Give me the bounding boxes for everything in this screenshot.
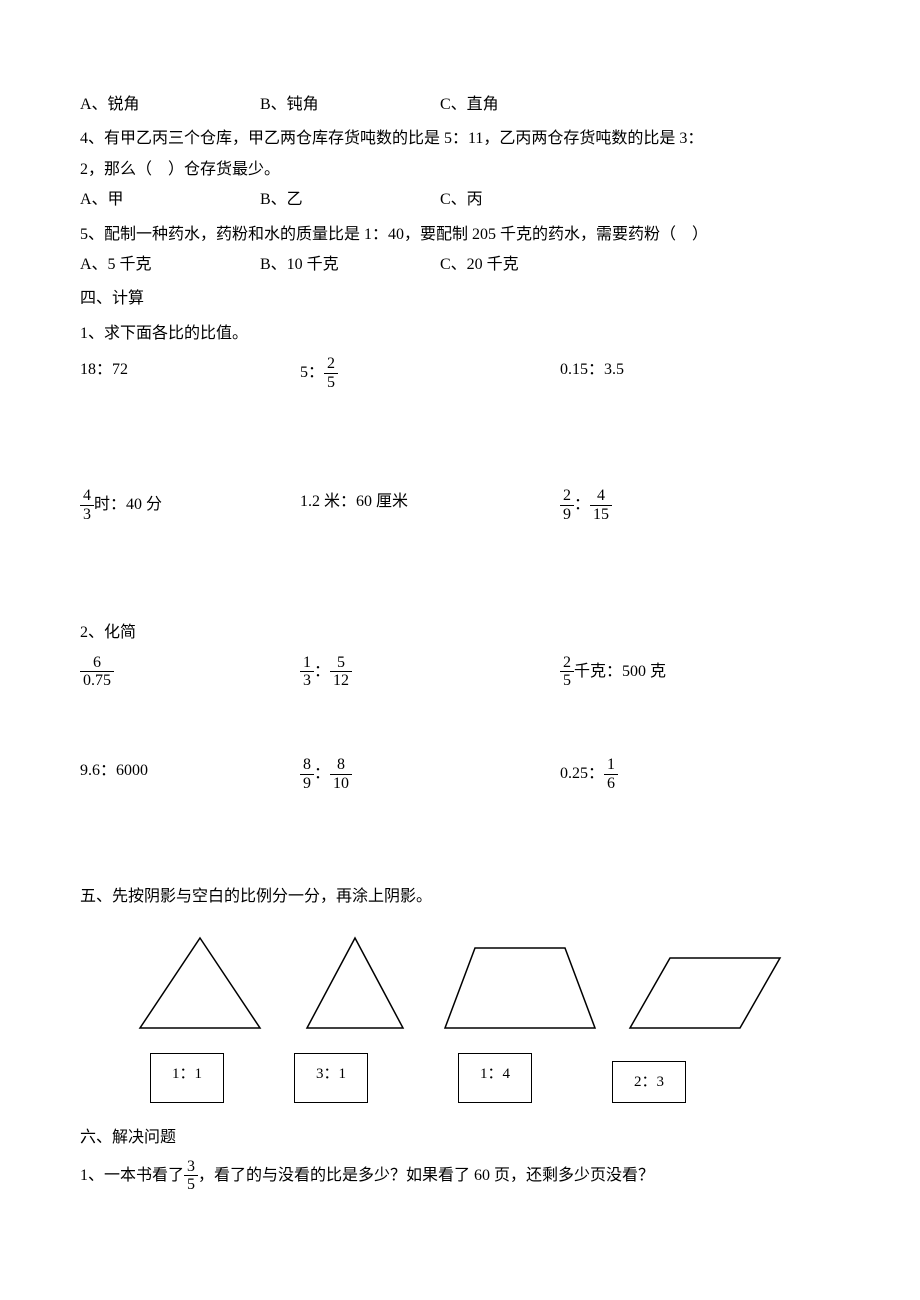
section-4-title: 四、计算 [80,284,840,314]
frac-den: 9 [560,506,574,524]
frac-den: 10 [330,775,352,793]
ratio-box-2: 3：1 [294,1053,368,1104]
frac-6-075: 60.75 [80,654,114,690]
frac-num: 6 [80,654,114,673]
frac-den: 6 [604,775,618,793]
expr-1-3-to-5-12: 13：512 [300,654,560,690]
q4-stem-line1: 4、有甲乙丙三个仓库，甲乙两仓库存货吨数的比是 5：11，乙丙两仓存货吨数的比是… [80,124,840,154]
colon: ： [314,765,330,782]
shape-triangle-2 [295,933,415,1033]
q5-opt-b: B、10 千克 [260,250,430,280]
section-4-q1-title: 1、求下面各比的比值。 [80,319,840,349]
frac-2-9: 29 [560,487,574,523]
question-4: 4、有甲乙丙三个仓库，甲乙两仓库存货吨数的比是 5：11，乙丙两仓存货吨数的比是… [80,124,840,215]
triangle-icon [130,933,270,1033]
sec4-q2-row1: 60.75 13：512 25千克：500 克 [80,654,840,690]
sec4-q1-row1: 18：72 5：25 0.15：3.5 [80,355,840,391]
shape-triangle-1 [130,933,270,1033]
expr-pre: 5： [300,364,324,381]
ratio-boxes: 1：1 3：1 1：4 2：3 [150,1053,840,1104]
frac-num: 4 [80,487,94,506]
q3-opt-c: C、直角 [440,90,610,120]
section-5-title: 五、先按阴影与空白的比例分一分，再涂上阴影。 [80,882,840,912]
shape-parallelogram [625,953,785,1033]
section-6-title: 六、解决问题 [80,1123,840,1153]
frac-den: 3 [300,672,314,690]
q3-opt-a: A、锐角 [80,90,250,120]
frac-2-5: 25 [560,654,574,690]
frac-num: 1 [300,654,314,673]
frac-num: 4 [590,487,612,506]
q1-pre: 1、一本书看了 [80,1166,184,1183]
frac-4-3: 43 [80,487,94,523]
q1-post: ，看了的与没看的比是多少？如果看了 60 页，还剩多少页没看？ [198,1166,654,1183]
q5-opt-c: C、20 千克 [440,250,610,280]
frac-den: 3 [80,506,94,524]
frac-num: 2 [560,487,574,506]
shape-trapezoid [440,943,600,1033]
frac-num: 5 [330,654,352,673]
frac-2-5: 25 [324,355,338,391]
frac-den: 5 [560,672,574,690]
q5-stem: 5、配制一种药水，药粉和水的质量比是 1：40，要配制 205 千克的药水，需要… [80,220,840,250]
frac-num: 8 [300,756,314,775]
expr-025-to-1-6: 0.25：16 [560,756,780,792]
expr-96-6000: 9.6：6000 [80,756,300,792]
frac-num: 2 [324,355,338,374]
expr-8-9-to-8-10: 89：810 [300,756,560,792]
section-6-q1: 1、一本书看了35，看了的与没看的比是多少？如果看了 60 页，还剩多少页没看？ [80,1158,840,1194]
frac-den: 5 [184,1176,198,1194]
frac-num: 3 [184,1158,198,1177]
section-4-q2-title: 2、化简 [80,618,840,648]
expr-5-to-2-5: 5：25 [300,355,560,391]
frac-den: 5 [324,374,338,392]
frac-5-12: 512 [330,654,352,690]
shapes-row [130,933,840,1033]
ratio-box-4: 2：3 [612,1061,686,1104]
frac-4-15: 415 [590,487,612,523]
question-3-options: A、锐角 B、钝角 C、直角 [80,90,840,120]
sec4-q1-row2: 43时：40 分 1.2 米：60 厘米 29：415 [80,487,840,523]
expr-12m-60cm: 1.2 米：60 厘米 [300,487,560,523]
expr-18-72: 18：72 [80,355,300,391]
q5-options: A、5 千克 B、10 千克 C、20 千克 [80,250,840,280]
frac-8-9: 89 [300,756,314,792]
q3-opt-b: B、钝角 [260,90,430,120]
triangle-icon [295,933,415,1033]
frac-den: 9 [300,775,314,793]
trapezoid-icon [440,943,600,1033]
expr-post: 千克：500 克 [574,663,666,680]
frac-num: 1 [604,756,618,775]
frac-den: 15 [590,506,612,524]
q4-options: A、甲 B、乙 C、丙 [80,185,840,215]
colon: ： [574,496,590,513]
q5-opt-a: A、5 千克 [80,250,250,280]
sec4-q2-row2: 9.6：6000 89：810 0.25：16 [80,756,840,792]
parallelogram-icon [625,953,785,1033]
expr-2-9-to-4-15: 29：415 [560,487,780,523]
expr-post: 时：40 分 [94,496,162,513]
colon: ： [314,663,330,680]
frac-1-3: 13 [300,654,314,690]
frac-num: 2 [560,654,574,673]
frac-den: 0.75 [80,672,114,690]
frac-den: 12 [330,672,352,690]
frac-3-5: 35 [184,1158,198,1194]
frac-8-10: 810 [330,756,352,792]
expr-pre: 0.25： [560,765,604,782]
expr-015-35: 0.15：3.5 [560,355,780,391]
expr-4-3-hour-40min: 43时：40 分 [80,487,300,523]
q4-opt-c: C、丙 [440,185,610,215]
ratio-box-3: 1：4 [458,1053,532,1104]
ratio-box-1: 1：1 [150,1053,224,1104]
expr-6-over-075: 60.75 [80,654,300,690]
q4-opt-b: B、乙 [260,185,430,215]
q4-stem-line2: 2，那么（ ）仓存货最少。 [80,155,840,185]
frac-1-6: 16 [604,756,618,792]
frac-num: 8 [330,756,352,775]
question-5: 5、配制一种药水，药粉和水的质量比是 1：40，要配制 205 千克的药水，需要… [80,220,840,281]
expr-2-5kg-500g: 25千克：500 克 [560,654,780,690]
q4-opt-a: A、甲 [80,185,250,215]
